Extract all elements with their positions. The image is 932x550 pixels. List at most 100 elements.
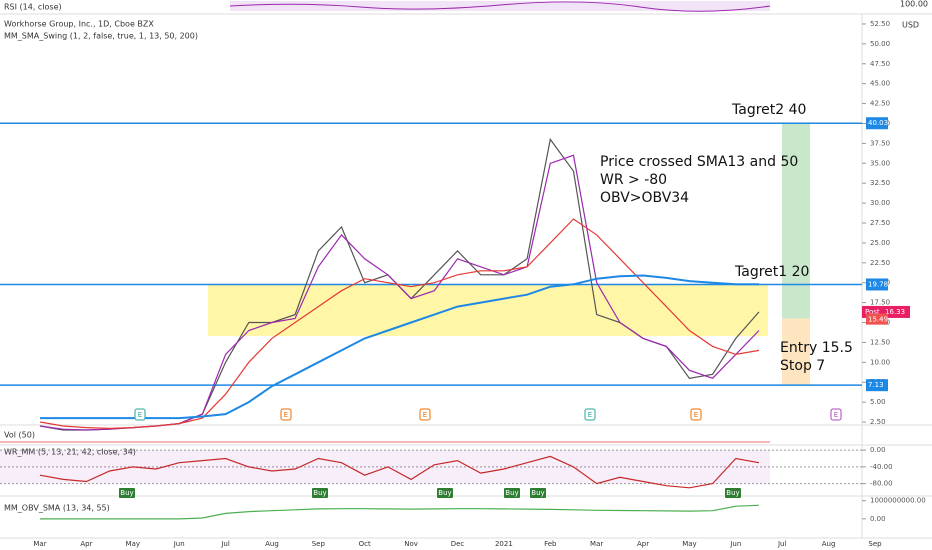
y-tick-label: 50.00	[870, 40, 890, 48]
level-label: 40.03	[868, 119, 888, 127]
unit: USD	[902, 21, 919, 30]
x-tick-label: May	[682, 540, 696, 548]
entry-marker: 15.49	[868, 316, 888, 324]
annotation: Stop 7	[780, 358, 825, 374]
earnings-box	[134, 408, 146, 421]
level-tag	[866, 117, 888, 130]
wr-band	[0, 450, 770, 484]
x-tick-label: Aug	[265, 540, 279, 548]
buy-box	[437, 488, 453, 498]
y-tick-label: 47.50	[870, 60, 890, 68]
earnings-box	[830, 408, 842, 421]
y-tick-label: -40.00	[870, 463, 893, 471]
annotation: Entry 15.5	[780, 340, 853, 356]
y-tick-label: 0.00	[870, 515, 886, 523]
buy-label: Buy	[313, 489, 326, 497]
buy-box	[312, 488, 328, 498]
volume-title: Vol (50)	[4, 431, 35, 440]
x-tick-label: Jul	[777, 540, 787, 548]
x-tick-label: Aug	[822, 540, 836, 548]
buy-box	[530, 488, 546, 498]
y-tick-label: -80.00	[870, 480, 893, 488]
earnings-marker: E	[588, 411, 592, 419]
level-label: 19.78	[868, 280, 888, 288]
y-tick-label: 37.50	[870, 139, 890, 147]
chart-subtitle: MM_SMA_Swing (1, 2, false, true, 1, 13, …	[4, 32, 198, 41]
buy-label: Buy	[438, 489, 451, 497]
earnings-marker: E	[423, 411, 427, 419]
rsi-tick: 100.00	[900, 0, 928, 9]
y-tick-label: 0.00	[870, 446, 886, 454]
earnings-box	[280, 408, 292, 421]
y-tick-label: 2.50	[870, 418, 886, 426]
earnings-marker: E	[284, 411, 288, 419]
y-tick-label: 32.50	[870, 179, 890, 187]
earnings-marker: E	[138, 411, 142, 419]
level-label: 7.13	[868, 381, 884, 389]
x-tick-label: May	[126, 540, 140, 548]
post-label: Post	[865, 308, 880, 316]
buy-label: Buy	[505, 489, 518, 497]
annotation: WR > -80	[600, 172, 667, 188]
y-tick-label: 45.00	[870, 80, 890, 88]
series-line	[40, 274, 759, 420]
buy-label: Buy	[726, 489, 739, 497]
chart-title: Workhorse Group, Inc., 1D, Cboe BZX	[4, 20, 154, 29]
earnings-box	[419, 408, 431, 421]
x-tick-label: Jun	[729, 540, 741, 548]
target-zone	[782, 123, 810, 319]
last-price: 16.33	[885, 308, 905, 316]
x-tick-label: Nov	[404, 540, 418, 548]
y-tick-label: 35.00	[870, 159, 890, 167]
y-tick-label: 17.50	[870, 299, 890, 307]
x-tick-label: Sep	[868, 540, 882, 548]
buy-box	[119, 488, 135, 498]
x-tick-label: Dec	[451, 540, 465, 548]
y-tick-label: 12.50	[870, 338, 890, 346]
y-tick-label: 22.50	[870, 259, 890, 267]
buy-label: Buy	[531, 489, 544, 497]
rsi-line	[229, 1, 771, 12]
x-tick-label: Jun	[173, 540, 185, 548]
y-tick-label: 5.00	[870, 398, 886, 406]
earnings-box	[584, 408, 596, 421]
buy-box	[504, 488, 520, 498]
series-line	[40, 504, 760, 520]
series-line	[39, 218, 760, 430]
y-tick-label: 42.50	[870, 100, 890, 108]
y-tick-label: 25.00	[870, 239, 890, 247]
level-tag	[866, 278, 888, 291]
y-tick-label: 10.00	[870, 358, 890, 366]
y-tick-label: 1000000000.00	[870, 497, 926, 505]
earnings-box	[690, 408, 702, 421]
annotation: Price crossed SMA13 and 50	[600, 154, 798, 170]
wr-title: WR_MM (5, 13, 21, 42, close, 34)	[4, 448, 136, 457]
level-tag	[866, 379, 888, 392]
buy-box	[725, 488, 741, 498]
x-tick-label: Apr	[80, 540, 92, 548]
rsi-title: RSI (14, close)	[4, 3, 62, 12]
y-tick-label: 52.50	[870, 20, 890, 28]
stop-zone	[782, 318, 810, 386]
rsi-band	[230, 1, 770, 11]
x-tick-label: Oct	[359, 540, 371, 548]
x-tick-label: Sep	[312, 540, 326, 548]
obv-title: MM_OBV_SMA (13, 34, 55)	[4, 504, 110, 513]
x-tick-label: Mar	[33, 540, 46, 548]
buy-label: Buy	[120, 489, 133, 497]
x-tick-label: Feb	[544, 540, 557, 548]
x-tick-label: Jul	[220, 540, 230, 548]
annotation: OBV>OBV34	[600, 190, 689, 206]
annotation: Tagret2 40	[731, 102, 806, 118]
earnings-marker: E	[694, 411, 698, 419]
earnings-marker: E	[834, 411, 838, 419]
y-tick-label: 30.00	[870, 199, 890, 207]
x-tick-label: 2021	[495, 540, 513, 548]
series-line	[39, 455, 760, 489]
x-tick-label: Apr	[637, 540, 649, 548]
annotation: Tagret1 20	[734, 264, 809, 280]
y-tick-label: 27.50	[870, 219, 890, 227]
highlight-zone	[208, 284, 768, 337]
